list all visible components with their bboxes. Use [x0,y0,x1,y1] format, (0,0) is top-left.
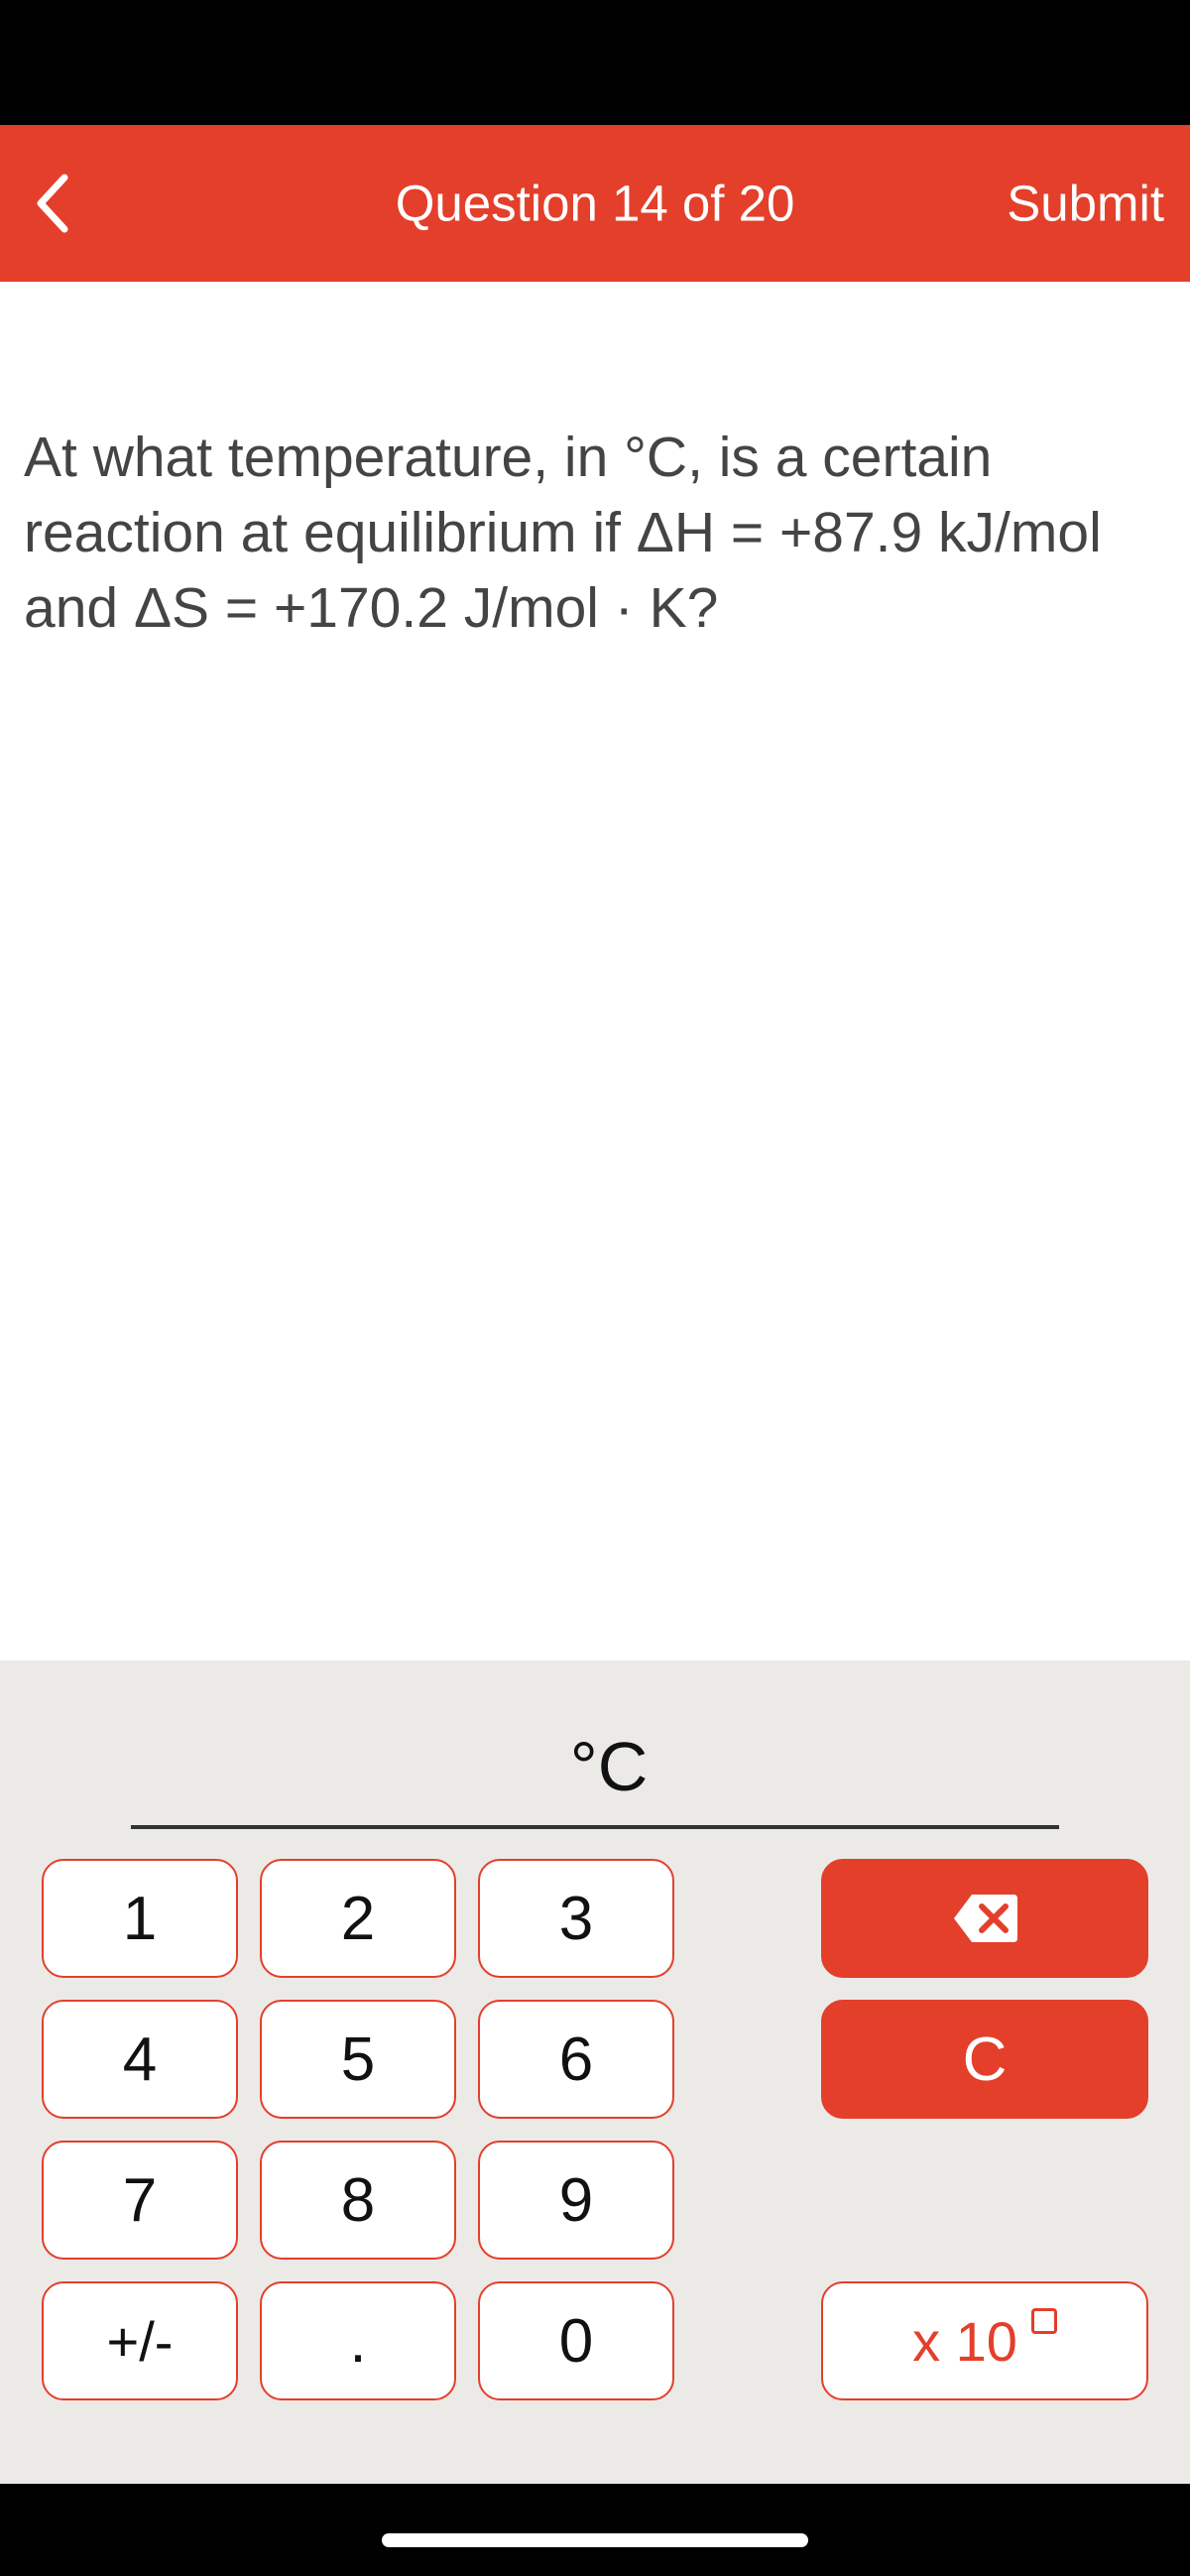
key-3[interactable]: 3 [478,1859,674,1978]
answer-display[interactable]: °C [0,1660,1190,1849]
app-header: Question 14 of 20 Submit [0,125,1190,282]
key-0[interactable]: 0 [478,2281,674,2400]
chevron-left-icon [35,174,70,233]
sci-label: x 10 [912,2309,1017,2374]
backspace-button[interactable] [821,1859,1148,1978]
key-9[interactable]: 9 [478,2141,674,2260]
clear-button[interactable]: C [821,2000,1148,2119]
key-7[interactable]: 7 [42,2141,238,2260]
bottom-bar [0,2484,1190,2575]
answer-unit: °C [570,1727,649,1806]
key-decimal[interactable]: . [260,2281,456,2400]
scientific-notation-button[interactable]: x 10 [821,2281,1148,2400]
key-sign[interactable]: +/- [42,2281,238,2400]
keypad-panel: °C 1 2 3 4 5 6 7 8 9 +/- . 0 C x 10 [0,1660,1190,2484]
header-title: Question 14 of 20 [396,175,795,233]
key-8[interactable]: 8 [260,2141,456,2260]
key-1[interactable]: 1 [42,1859,238,1978]
key-6[interactable]: 6 [478,2000,674,2119]
back-button[interactable] [18,169,87,238]
key-5[interactable]: 5 [260,2000,456,2119]
question-area: At what temperature, in °C, is a certain… [0,282,1190,1660]
answer-underline [131,1825,1059,1829]
question-text: At what temperature, in °C, is a certain… [24,421,1166,646]
exponent-box-icon [1031,2308,1057,2334]
submit-button[interactable]: Submit [1007,175,1164,233]
key-2[interactable]: 2 [260,1859,456,1978]
home-indicator[interactable] [382,2533,808,2547]
status-bar [0,0,1190,125]
key-4[interactable]: 4 [42,2000,238,2119]
action-column: C [821,1859,1148,2119]
numeric-keypad: 1 2 3 4 5 6 7 8 9 +/- . 0 [42,1859,674,2400]
backspace-icon [950,1893,1019,1944]
